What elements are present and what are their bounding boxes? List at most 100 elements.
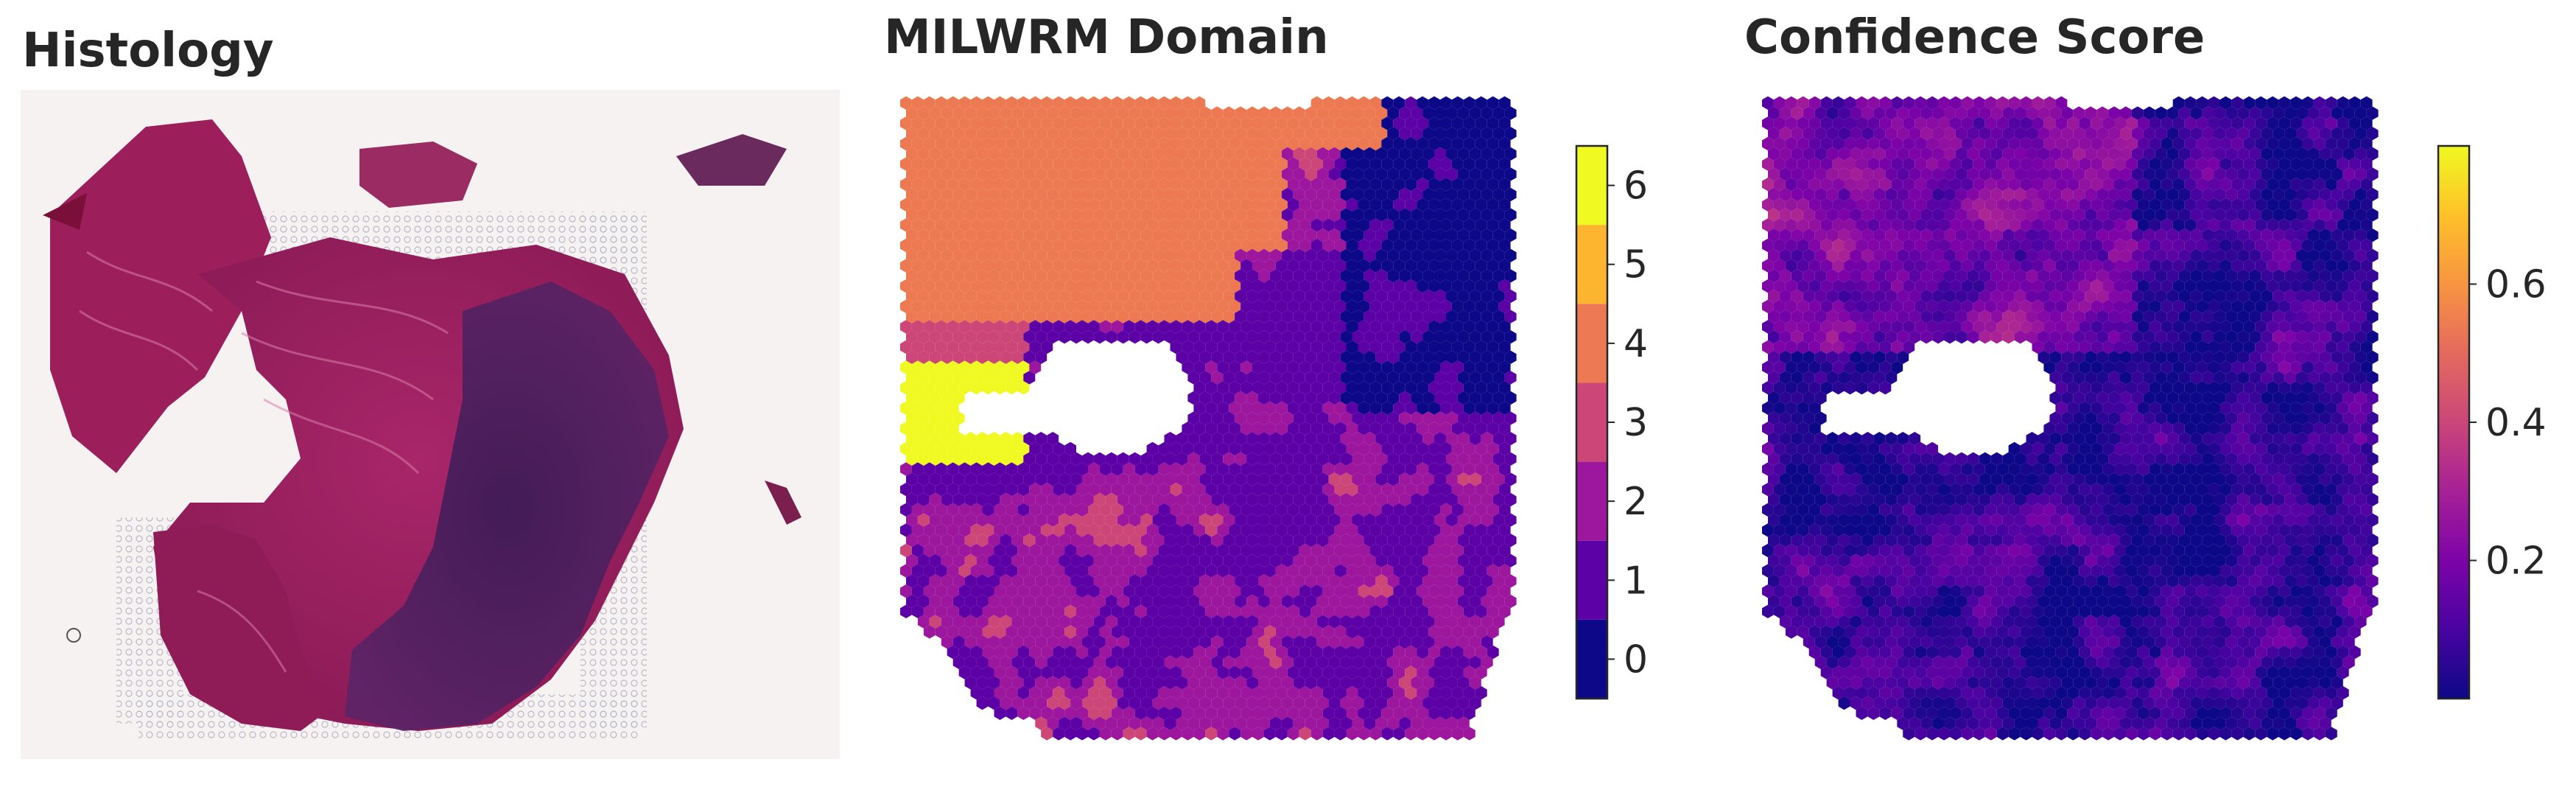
milwrm-domain-spot (1328, 594, 1341, 609)
milwrm-domain-spot (1346, 157, 1358, 171)
confidence-score-spot (2049, 187, 2062, 202)
milwrm-domain-spot (1340, 635, 1352, 649)
milwrm-domain-spot (941, 635, 953, 649)
milwrm-domain-spot (1469, 269, 1481, 283)
milwrm-domain-spot (1293, 228, 1305, 242)
milwrm-domain-spot (1417, 584, 1429, 598)
milwrm-domain-spot (1316, 208, 1329, 222)
confidence-score-spot (1909, 248, 1921, 262)
confidence-score-spot (1797, 441, 1809, 456)
milwrm-domain-spot (911, 483, 924, 497)
confidence-score-spot (1785, 483, 1797, 497)
milwrm-domain-spot (1035, 248, 1047, 262)
milwrm-domain-spot (1170, 625, 1182, 639)
milwrm-domain-spot (1059, 228, 1071, 242)
milwrm-domain-spot (1193, 665, 1206, 679)
milwrm-domain-spot (911, 259, 924, 273)
milwrm-domain-spot (1334, 198, 1347, 212)
milwrm-domain-spot (1375, 432, 1388, 446)
milwrm-domain-spot (1170, 218, 1182, 232)
milwrm-domain-spot (1047, 513, 1059, 527)
confidence-score-spot (2202, 269, 2214, 283)
milwrm-domain-spot (1281, 350, 1294, 364)
milwrm-domain-spot (1498, 462, 1511, 476)
confidence-score-spot (2202, 106, 2214, 120)
milwrm-domain-spot (1305, 330, 1317, 344)
milwrm-domain-spot (1405, 279, 1417, 293)
confidence-score-spot (2166, 492, 2179, 507)
confidence-score-spot (1873, 330, 1886, 344)
milwrm-domain-spot (1182, 523, 1194, 537)
milwrm-domain-spot (1411, 248, 1423, 262)
milwrm-domain-spot (1059, 574, 1071, 588)
confidence-score-spot (2178, 289, 2191, 304)
milwrm-domain-spot (1041, 706, 1053, 720)
milwrm-domain-spot (1152, 330, 1165, 344)
milwrm-domain-spot (1405, 198, 1417, 212)
milwrm-domain-spot (900, 483, 912, 497)
confidence-score-spot (2002, 228, 2015, 242)
confidence-score-spot (2261, 452, 2273, 466)
confidence-score-spot (2166, 371, 2179, 385)
milwrm-domain-spot (1293, 167, 1305, 181)
confidence-score-spot (1826, 492, 1839, 507)
confidence-score-spot (2073, 411, 2085, 425)
milwrm-domain-spot (1417, 604, 1429, 618)
milwrm-domain-spot (1475, 340, 1487, 354)
milwrm-domain-spot (1070, 330, 1082, 344)
confidence-score-spot (1990, 330, 2003, 344)
confidence-score-spot (2014, 492, 2026, 507)
confidence-score-spot (2026, 310, 2038, 324)
milwrm-domain-spot (1146, 645, 1159, 660)
confidence-score-spot (2178, 106, 2191, 120)
confidence-score-spot (2214, 187, 2226, 202)
confidence-score-spot (2331, 127, 2343, 141)
milwrm-domain-spot (1269, 127, 1282, 141)
milwrm-domain-spot (1164, 106, 1176, 120)
milwrm-domain-spot (1264, 178, 1276, 192)
confidence-score-spot (2184, 441, 2197, 456)
confidence-score-spot (2243, 381, 2256, 395)
milwrm-domain-spot (1105, 534, 1117, 548)
milwrm-domain-spot (1393, 625, 1405, 639)
confidence-score-spot (2008, 299, 2021, 313)
confidence-score-spot (2337, 198, 2349, 212)
confidence-score-spot (1797, 299, 1809, 313)
confidence-score-spot (1861, 228, 1874, 242)
confidence-score-spot (2273, 187, 2285, 202)
confidence-score-spot (1808, 360, 1821, 374)
confidence-score-spot (2348, 441, 2361, 456)
milwrm-domain-spot (1358, 503, 1370, 517)
confidence-score-spot (1944, 167, 1956, 181)
milwrm-domain-spot (1111, 462, 1123, 476)
milwrm-domain-spot (1422, 696, 1434, 710)
confidence-score-spot (2108, 472, 2120, 486)
confidence-score-spot (2342, 106, 2355, 120)
milwrm-domain-spot (1487, 96, 1499, 110)
confidence-score-spot (2085, 248, 2097, 262)
milwrm-domain-spot (1451, 340, 1464, 354)
milwrm-domain-spot (964, 432, 977, 446)
confidence-score-spot (1797, 259, 1809, 273)
confidence-score-spot (2337, 401, 2349, 415)
confidence-score-spot (2184, 96, 2197, 110)
milwrm-domain-spot (1369, 320, 1382, 334)
milwrm-domain-spot (1316, 513, 1329, 527)
milwrm-domain-spot (958, 157, 971, 171)
milwrm-domain-spot (1417, 360, 1429, 374)
milwrm-domain-spot (1428, 706, 1440, 720)
milwrm-domain-spot (1123, 523, 1135, 537)
confidence-score-spot (2155, 472, 2167, 486)
milwrm-domain-spot (1364, 350, 1376, 364)
confidence-score-spot (1832, 360, 1845, 374)
confidence-score-spot (2026, 208, 2038, 222)
milwrm-domain-spot (1428, 320, 1440, 334)
milwrm-domain-spot (1129, 106, 1141, 120)
milwrm-domain-spot (1187, 432, 1200, 446)
confidence-score-spot (2079, 340, 2091, 354)
milwrm-domain-spot (1457, 635, 1470, 649)
confidence-score-spot (1879, 503, 1892, 517)
milwrm-domain-spot (1346, 543, 1358, 558)
confidence-score-spot (2360, 96, 2373, 110)
milwrm-domain-spot (1223, 147, 1235, 161)
